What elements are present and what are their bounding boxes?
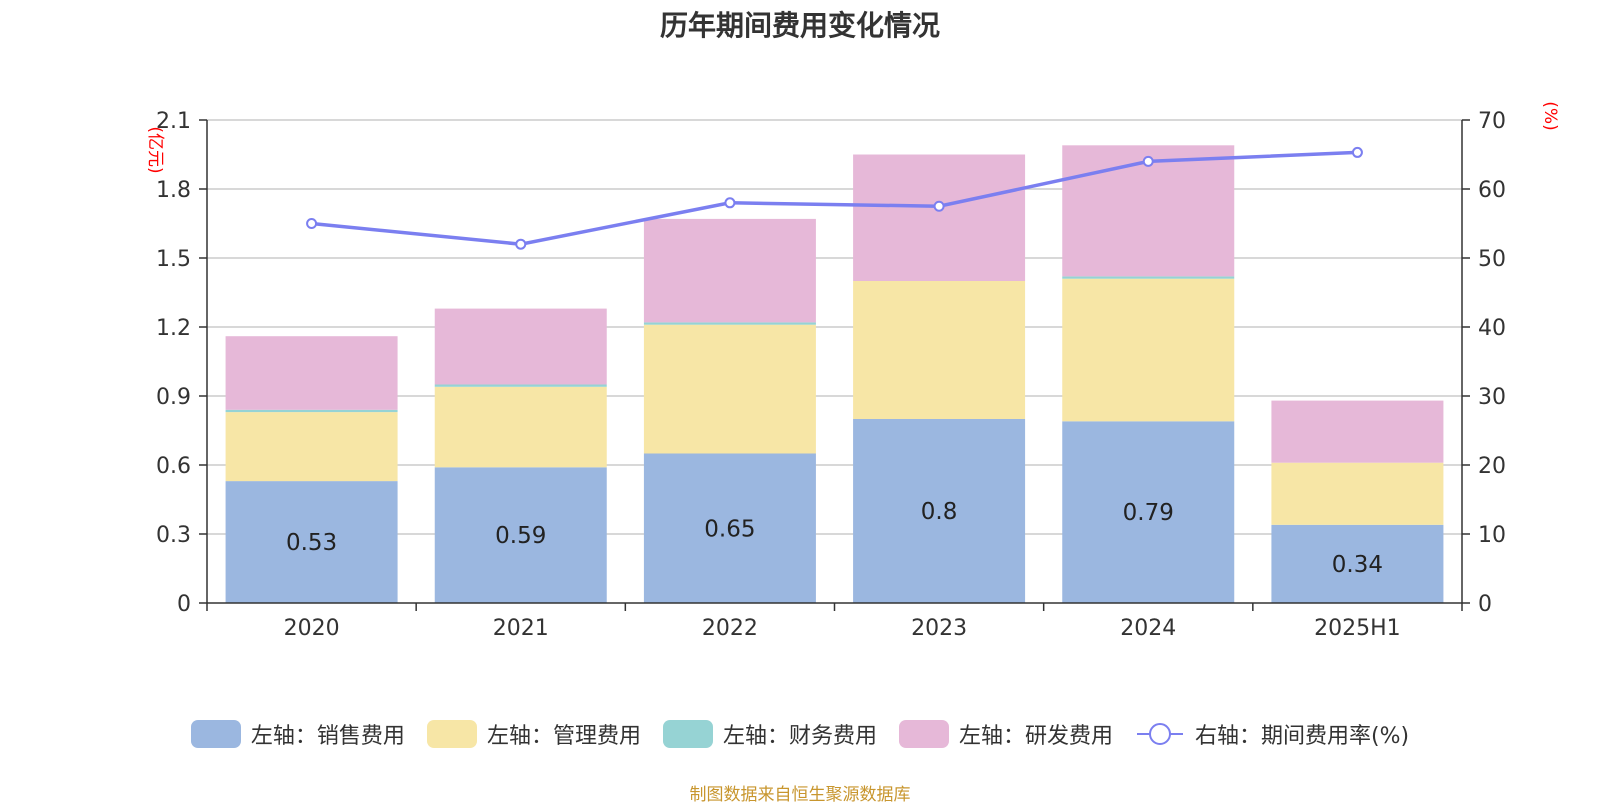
rate-line-point bbox=[1351, 146, 1363, 158]
rate-line-point bbox=[724, 197, 736, 209]
right-axis-tick-label: 50 bbox=[1478, 247, 1506, 272]
bar-segment-1 bbox=[225, 481, 398, 603]
rate-line-point bbox=[306, 218, 318, 229]
bar-data-label: 0.65 bbox=[704, 516, 755, 542]
bar-segment-3 bbox=[434, 384, 607, 387]
chart-title: 历年期间费用变化情况 bbox=[659, 9, 940, 42]
bar-segment-4 bbox=[1271, 400, 1444, 463]
bar-segment-2 bbox=[853, 281, 1026, 419]
bar-segment-4 bbox=[853, 154, 1026, 281]
bar-segment-2 bbox=[225, 412, 398, 482]
left-axis-tick-label: 1.5 bbox=[156, 247, 191, 272]
bar-segment-3 bbox=[225, 409, 398, 413]
legend-swatch bbox=[898, 720, 949, 748]
bar-segment-2 bbox=[643, 324, 816, 454]
right-axis-tick-label: 10 bbox=[1478, 523, 1506, 548]
rate-line-point bbox=[1142, 155, 1154, 167]
bar-segment-4 bbox=[225, 336, 398, 410]
bar-data-label: 0.59 bbox=[495, 523, 546, 549]
legend-label: 左轴：研发费用 bbox=[958, 724, 1113, 749]
left-axis-tick-label: 0.9 bbox=[156, 385, 191, 410]
right-axis-tick-label: 40 bbox=[1478, 316, 1506, 341]
gridlines bbox=[207, 119, 1462, 535]
rate-line-point bbox=[515, 238, 527, 250]
right-axis-tick-label: 70 bbox=[1478, 109, 1506, 134]
legend-swatch bbox=[426, 720, 477, 748]
labels: 0.53 0.59 0.65 0.8 0.79 0.34 bbox=[286, 499, 1383, 578]
bar-segment-1 bbox=[1271, 524, 1444, 603]
left-axis-tick-label: 2.1 bbox=[156, 109, 191, 134]
right-axis-tick-label: 60 bbox=[1478, 178, 1506, 203]
axes: 0 0.3 0.6 0.9 1.2 1.5 1.8 2.1 0 10 20 30 40 50 60 70 202… bbox=[145, 101, 1560, 641]
right-axis-tick-label: 30 bbox=[1478, 385, 1506, 410]
bar-data-label: 0.53 bbox=[286, 530, 337, 556]
bar-segment-4 bbox=[643, 218, 816, 323]
legend-item[interactable]: 左轴：研发费用 bbox=[898, 718, 1113, 750]
legend: 左轴：销售费用 左轴：管理费用 左轴：财务费用 左轴：研发费用 右轴：期间费用率(%) bbox=[0, 718, 1600, 750]
left-axis-tick-label: 0 bbox=[177, 592, 191, 617]
bar-segment-2 bbox=[1062, 278, 1235, 422]
bar-segment-4 bbox=[434, 308, 607, 385]
legend-label: 左轴：销售费用 bbox=[250, 724, 405, 749]
source-note: 制图数据来自恒生聚源数据库 bbox=[689, 785, 911, 805]
bar-data-label: 0.79 bbox=[1123, 500, 1174, 526]
legend-swatch bbox=[190, 720, 241, 748]
left-axis-tick-label: 1.2 bbox=[156, 316, 191, 341]
legend-item[interactable]: 左轴：销售费用 bbox=[190, 718, 405, 750]
bar-segment-2 bbox=[434, 386, 607, 468]
bar-segment-3 bbox=[643, 322, 816, 325]
rate-line bbox=[306, 146, 1363, 250]
left-axis-tick-label: 0.6 bbox=[156, 454, 191, 479]
bar-segment-3 bbox=[1062, 276, 1235, 279]
x-axis-tick-label: 2023 bbox=[911, 616, 967, 641]
x-axis-tick-label: 2020 bbox=[284, 616, 340, 641]
legend-item[interactable]: 左轴：管理费用 bbox=[426, 718, 641, 750]
left-axis-tick-label: 0.3 bbox=[156, 523, 191, 548]
left-axis-unit: (亿元) bbox=[145, 126, 165, 173]
right-axis-tick-label: 20 bbox=[1478, 454, 1506, 479]
bars bbox=[225, 145, 1444, 603]
rate-line-path bbox=[311, 150, 1358, 246]
bar-segment-1 bbox=[434, 467, 607, 603]
chart-plot: 0 0.3 0.6 0.9 1.2 1.5 1.8 2.1 0 10 20 30 40 50 60 70 202… bbox=[145, 101, 1560, 641]
bar-segment-4 bbox=[1062, 145, 1235, 277]
bar-segment-1 bbox=[1062, 421, 1235, 603]
bar-segment-1 bbox=[853, 419, 1026, 603]
x-axis-tick-label: 2022 bbox=[702, 616, 758, 641]
bar-data-label: 0.8 bbox=[921, 499, 958, 525]
legend-item[interactable]: 右轴：期间费用率(%) bbox=[1135, 718, 1409, 750]
x-axis-tick-label: 2025H1 bbox=[1314, 616, 1401, 641]
bar-segment-1 bbox=[643, 453, 816, 603]
bar-data-label: 0.34 bbox=[1332, 552, 1383, 578]
left-axis-tick-label: 1.8 bbox=[156, 178, 191, 203]
legend-item[interactable]: 左轴：财务费用 bbox=[662, 718, 877, 750]
x-axis-tick-label: 2021 bbox=[493, 616, 549, 641]
right-axis-unit: (%) bbox=[1540, 101, 1560, 130]
legend-label: 左轴：财务费用 bbox=[722, 724, 877, 749]
legend-line-marker-icon bbox=[1136, 723, 1183, 745]
bar-segment-2 bbox=[1271, 462, 1444, 525]
right-axis-tick-label: 0 bbox=[1478, 592, 1492, 617]
legend-swatch bbox=[662, 720, 713, 748]
x-axis-tick-label: 2024 bbox=[1120, 616, 1176, 641]
legend-label: 右轴：期间费用率(%) bbox=[1194, 724, 1410, 749]
legend-label: 左轴：管理费用 bbox=[486, 724, 641, 749]
rate-line-point bbox=[933, 200, 945, 212]
